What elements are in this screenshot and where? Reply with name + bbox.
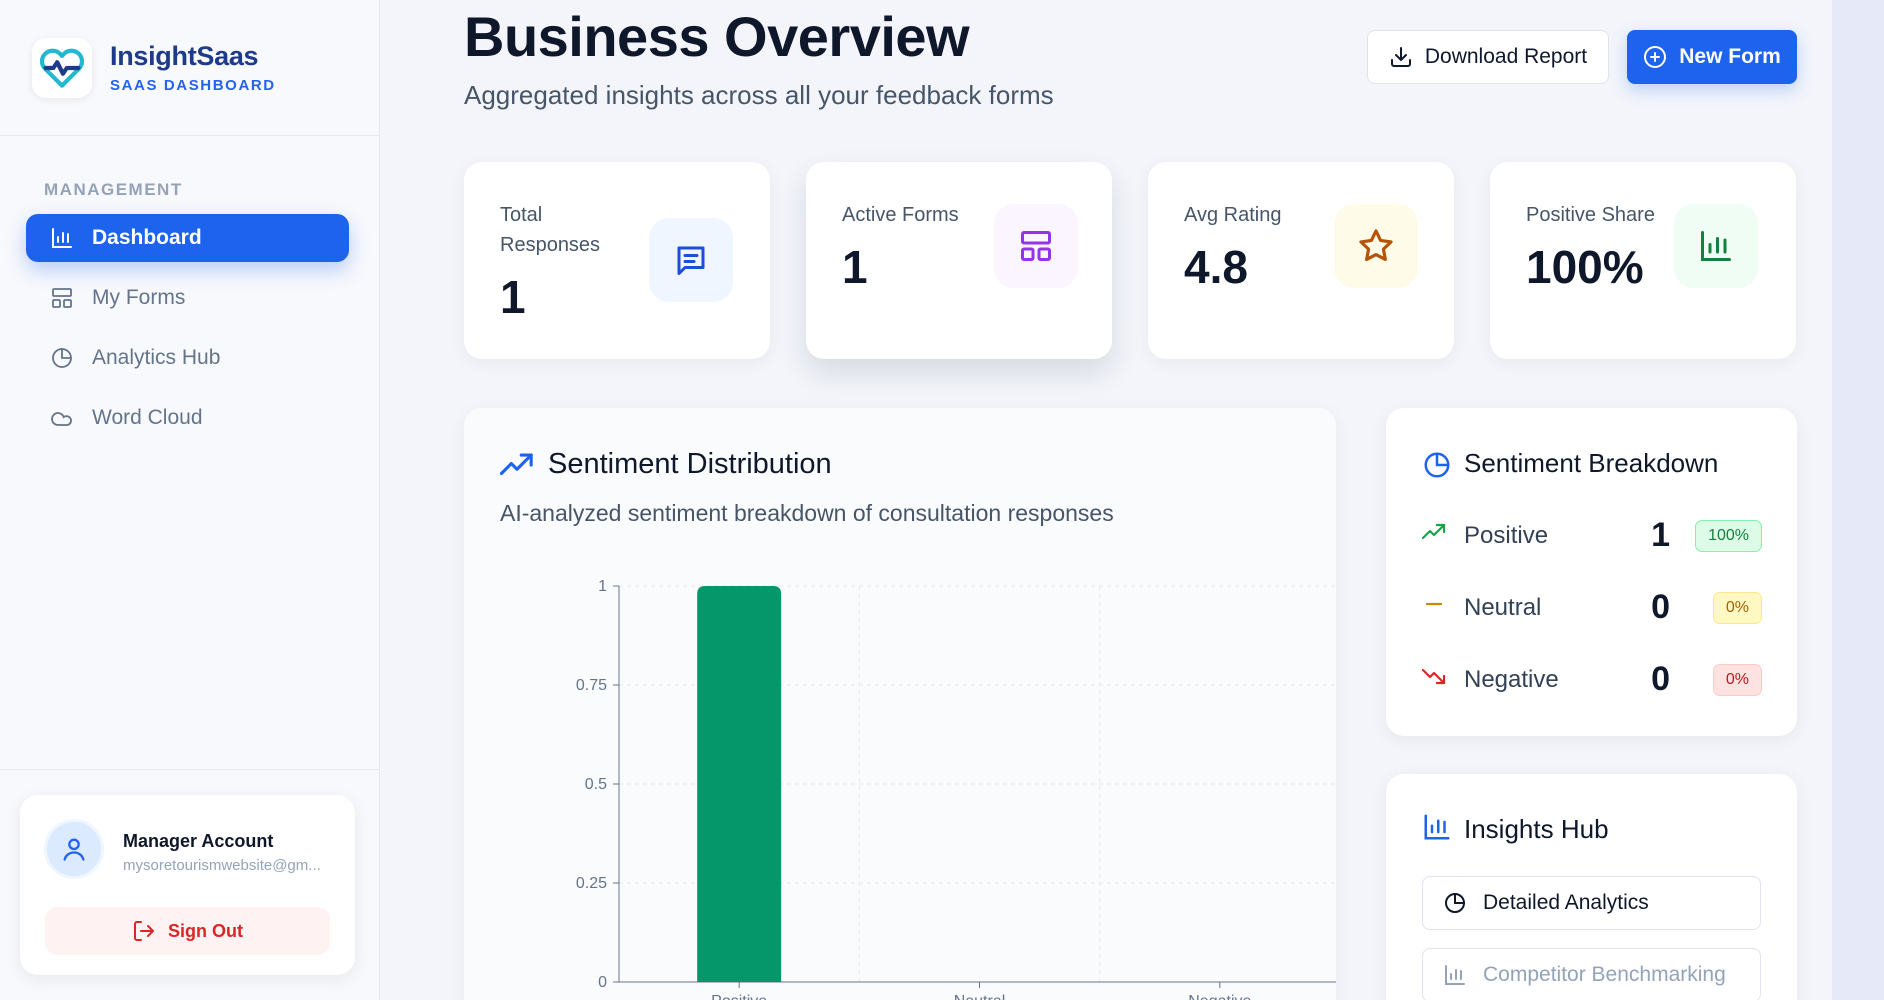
breakdown-title: Sentiment Breakdown [1464, 448, 1719, 478]
new-form-button[interactable]: New Form [1627, 30, 1797, 84]
stat-label: Total Responses [500, 204, 601, 256]
avatar[interactable] [44, 819, 104, 879]
breakdown-pct-badge: 0% [1712, 664, 1762, 696]
sign-out-button[interactable]: Sign Out [45, 907, 330, 955]
competitor-benchmarking-label: Competitor Benchmarking [1483, 963, 1726, 986]
stat-card-positive-share: Positive Share 100% [1490, 162, 1796, 359]
download-icon [1390, 47, 1411, 67]
sidebar-item-word-cloud[interactable]: Word Cloud [26, 394, 349, 442]
insights-hub-title: Insights Hub [1464, 814, 1609, 844]
x-tick-label: Negative [1188, 993, 1251, 1000]
sidebar-item-dashboard[interactable]: Dashboard [26, 214, 349, 262]
sign-out-label: Sign Out [168, 920, 243, 941]
sidebar-item-label: My Forms [92, 286, 186, 309]
heart-pulse-icon [32, 37, 92, 98]
page-title: Business Overview [464, 5, 970, 68]
sidebar-nav: Dashboard My Forms Analytics Hub Word Cl… [26, 214, 349, 454]
bar-positive [697, 586, 782, 982]
sidebar: InsightSaas SAAS DASHBOARD MANAGEMENT Da… [0, 0, 380, 1000]
breakdown-label: Negative [1464, 666, 1559, 693]
breakdown-label: Positive [1464, 522, 1549, 549]
pie-chart-icon [52, 348, 72, 368]
new-form-label: New Form [1679, 45, 1781, 68]
cloud-icon [51, 412, 72, 426]
stat-value: 4.8 [1184, 241, 1248, 293]
plus-circle-icon [1644, 46, 1667, 68]
message-icon [649, 218, 733, 302]
y-tick-label: 0.75 [576, 677, 607, 694]
trending-up-icon [500, 453, 533, 476]
breakdown-row-neutral: Neutral 0 0% [1422, 588, 1762, 628]
sidebar-item-label: Dashboard [92, 226, 202, 249]
y-tick-label: 0.5 [585, 776, 607, 793]
stat-value: 1 [842, 241, 868, 293]
account-card: Manager Account mysoretourismwebsite@gm.… [20, 795, 355, 975]
brand[interactable]: InsightSaas SAAS DASHBOARD [0, 0, 379, 136]
brand-name: InsightSaas [110, 41, 259, 71]
detailed-analytics-button[interactable]: Detailed Analytics [1422, 876, 1761, 930]
breakdown-row-positive: Positive 1 100% [1422, 516, 1762, 556]
sentiment-breakdown-card: Sentiment Breakdown Positive 1 100% Neut… [1386, 408, 1797, 736]
chart-title: Sentiment Distribution [548, 448, 832, 480]
chart-subtitle: AI-analyzed sentiment breakdown of consu… [500, 500, 1114, 526]
breakdown-count: 0 [1651, 588, 1670, 626]
sentiment-distribution-card: Sentiment Distribution AI-analyzed senti… [464, 408, 1336, 1000]
pie-chart-icon [1445, 892, 1466, 913]
minus-icon [1425, 602, 1443, 606]
trend-down-icon [1422, 668, 1446, 685]
breakdown-pct-badge: 0% [1712, 592, 1762, 624]
star-icon [1334, 204, 1418, 288]
competitor-benchmarking-button[interactable]: Competitor Benchmarking [1422, 948, 1761, 1000]
layout-icon [994, 204, 1078, 288]
x-tick-label: Neutral [954, 993, 1006, 1000]
account-section: Manager Account mysoretourismwebsite@gm.… [0, 769, 380, 1000]
user-icon [63, 838, 85, 861]
page-edge [1832, 0, 1884, 1000]
detailed-analytics-label: Detailed Analytics [1483, 891, 1649, 914]
bar-chart-icon [52, 228, 72, 248]
bar-chart-icon [1424, 814, 1450, 840]
x-tick-label: Positive [711, 993, 767, 1000]
pie-chart-icon [1424, 452, 1450, 478]
page-subtitle: Aggregated insights across all your feed… [464, 80, 1054, 110]
stat-value: 100% [1526, 241, 1644, 293]
breakdown-count: 1 [1651, 516, 1670, 554]
account-name: Manager Account [123, 831, 274, 851]
sentiment-bar-chart: 0 0.25 0.5 0.75 1 Positive Neutral Negative [576, 578, 1336, 1000]
download-report-button[interactable]: Download Report [1367, 30, 1609, 84]
stat-label: Avg Rating [1184, 204, 1282, 226]
brand-subtitle: SAAS DASHBOARD [110, 77, 276, 94]
stat-label: Active Forms [842, 204, 959, 226]
y-tick-label: 0.25 [576, 875, 607, 892]
breakdown-row-negative: Negative 0 0% [1422, 660, 1762, 700]
sidebar-item-label: Word Cloud [92, 406, 203, 429]
stat-card-avg-rating: Avg Rating 4.8 [1148, 162, 1454, 359]
breakdown-label: Neutral [1464, 594, 1542, 621]
trend-up-icon [1422, 523, 1446, 540]
insights-hub-card: Insights Hub Detailed Analytics Competit… [1386, 774, 1797, 1000]
layout-icon [52, 288, 72, 308]
bar-chart-icon [1445, 965, 1465, 985]
stat-card-total-responses: Total Responses 1 [464, 162, 770, 359]
y-tick-label: 0 [598, 974, 607, 991]
stat-card-active-forms: Active Forms 1 [806, 162, 1112, 359]
download-report-label: Download Report [1424, 45, 1588, 68]
y-tick-label: 1 [598, 578, 607, 595]
bar-chart-icon [1674, 204, 1758, 288]
main-content: Business Overview Aggregated insights ac… [380, 0, 1832, 1000]
sidebar-item-my-forms[interactable]: My Forms [26, 274, 349, 322]
stat-label: Positive Share [1526, 204, 1655, 226]
stat-value: 1 [500, 271, 526, 323]
sidebar-item-label: Analytics Hub [92, 346, 221, 369]
breakdown-count: 0 [1651, 660, 1670, 698]
nav-heading: MANAGEMENT [44, 180, 183, 199]
sidebar-item-analytics-hub[interactable]: Analytics Hub [26, 334, 349, 382]
breakdown-pct-badge: 100% [1695, 520, 1762, 552]
log-out-icon [134, 921, 154, 941]
account-email: mysoretourismwebsite@gm... [123, 857, 321, 874]
